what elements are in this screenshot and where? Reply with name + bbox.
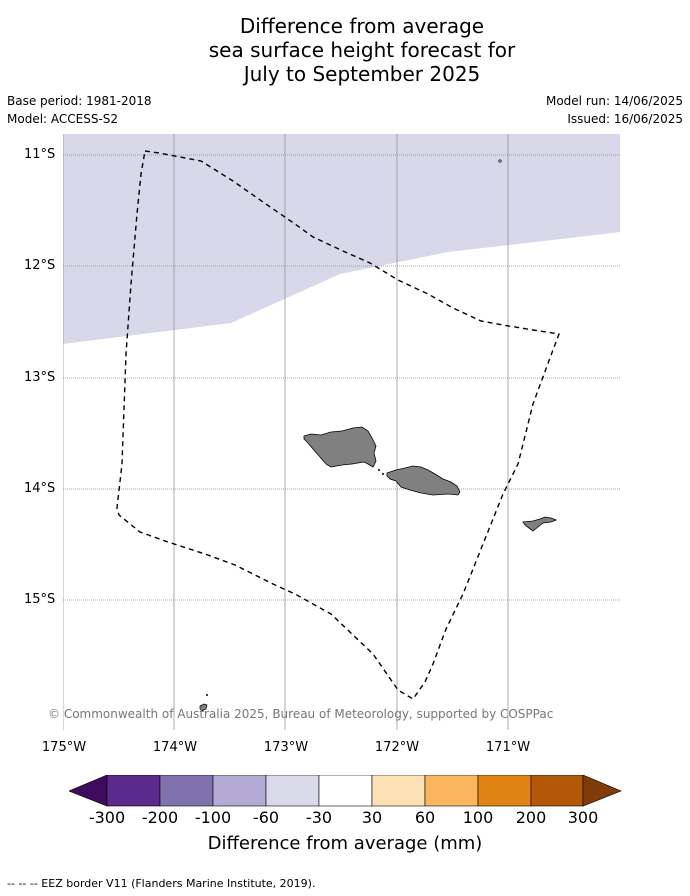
colorbar-bin — [318, 775, 373, 807]
copyright-notice: © Commonwealth of Australia 2025, Bureau… — [48, 707, 554, 721]
colorbar-bin — [530, 775, 584, 807]
anomaly-band — [63, 134, 620, 344]
lat-label-14s: 14°S — [24, 481, 56, 496]
map-panel — [63, 134, 620, 730]
lon-label-171w: 171°W — [485, 740, 531, 755]
lat-label-12s: 12°S — [24, 258, 56, 273]
lat-label-15s: 15°S — [24, 592, 56, 607]
colorbar-bin — [212, 775, 267, 807]
colorbar-label: Difference from average (mm) — [207, 833, 483, 854]
model-run: Model run: 14/06/2025 — [545, 94, 683, 108]
model-name: Model: ACCESS-S2 — [7, 112, 119, 126]
colorbar-tick: 30 — [361, 808, 383, 827]
lat-label-11s: 11°S — [24, 147, 56, 162]
colorbar-bin — [159, 775, 214, 807]
savaii-island — [303, 426, 377, 468]
colorbar-bin — [477, 775, 532, 807]
upolu-island — [386, 465, 461, 496]
map-canvas — [63, 134, 620, 730]
graticule — [63, 134, 620, 730]
colorbar-tick: -30 — [305, 808, 333, 827]
colorbar-tick: 100 — [462, 808, 494, 827]
niuafoou-island — [199, 703, 208, 712]
colorbar-tick: -60 — [252, 808, 280, 827]
colorbar-extend-low — [69, 775, 108, 807]
eez-border — [116, 150, 560, 700]
colorbar-tick: 200 — [515, 808, 547, 827]
base-period: Base period: 1981-2018 — [7, 94, 152, 108]
colorbar-bin — [265, 775, 320, 807]
colorbar-bin — [371, 775, 426, 807]
small-islet-dot — [206, 694, 208, 696]
colorbar-tick: -300 — [88, 808, 126, 827]
title-line-1: Difference from average — [239, 14, 485, 38]
colorbar-extend-high — [582, 775, 622, 807]
tutuila-island — [522, 516, 558, 532]
lon-label-174w: 174°W — [152, 740, 198, 755]
map-title: Difference from average sea surface heig… — [0, 14, 690, 86]
lon-label-175w: 175°W — [41, 740, 87, 755]
colorbar-tick: -200 — [141, 808, 179, 827]
colorbar-bin — [424, 775, 479, 807]
colorbar — [69, 775, 622, 807]
title-line-3: July to September 2025 — [243, 62, 481, 86]
apolima-dot — [382, 473, 384, 475]
rose-atoll-dot — [498, 159, 502, 163]
lon-label-173w: 173°W — [263, 740, 309, 755]
lat-label-13s: 13°S — [24, 370, 56, 385]
eez-footnote: -- -- -- EEZ border V11 (Flanders Marine… — [7, 877, 316, 890]
manono-dot — [378, 469, 380, 471]
colorbar-tick: 300 — [567, 808, 599, 827]
colorbar-bin — [106, 775, 161, 807]
title-line-2: sea surface height forecast for — [208, 38, 516, 62]
colorbar-tick: 60 — [414, 808, 436, 827]
colorbar-tick: -100 — [194, 808, 232, 827]
issued-date: Issued: 16/06/2025 — [567, 112, 683, 126]
lon-label-172w: 172°W — [374, 740, 420, 755]
